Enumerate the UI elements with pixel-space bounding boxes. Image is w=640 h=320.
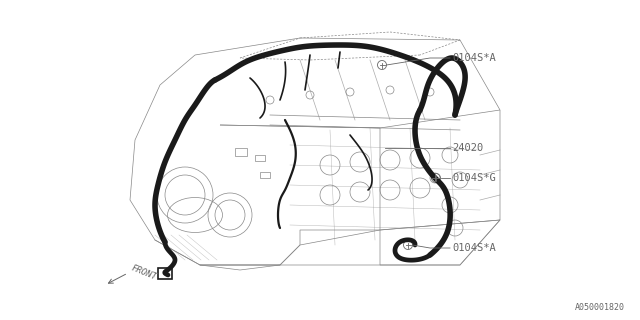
Text: 0104S*A: 0104S*A <box>452 243 496 253</box>
Text: 24020: 24020 <box>452 143 483 153</box>
Bar <box>255 155 265 161</box>
Bar <box>235 148 247 156</box>
Bar <box>158 268 172 279</box>
Text: FRONT: FRONT <box>130 264 158 282</box>
Text: 0104S*G: 0104S*G <box>452 173 496 183</box>
Text: 0104S*A: 0104S*A <box>452 53 496 63</box>
Text: A050001820: A050001820 <box>575 303 625 312</box>
Bar <box>260 172 270 178</box>
